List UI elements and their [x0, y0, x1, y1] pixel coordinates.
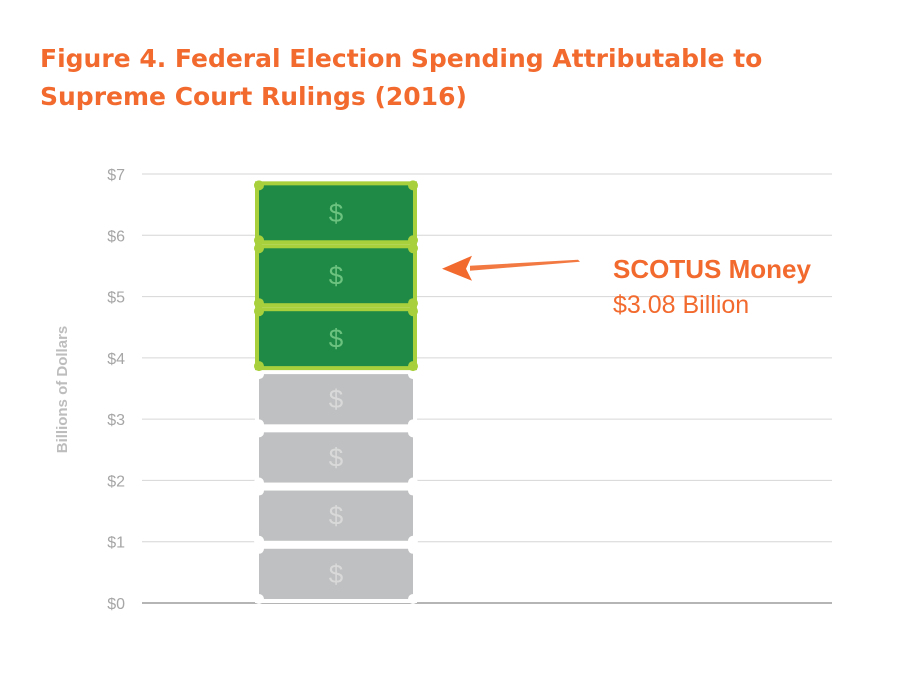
- bill-icon: $: [254, 243, 418, 309]
- y-tick-label: $0: [107, 596, 125, 613]
- y-tick-label: $7: [107, 167, 125, 184]
- annotation-arrow-icon: [442, 255, 580, 281]
- y-tick-label: $2: [107, 473, 125, 490]
- chart-title-line-1: Figure 4. Federal Election Spending Attr…: [40, 44, 763, 73]
- y-tick-label: $3: [107, 412, 125, 429]
- y-tick-label: $6: [107, 228, 125, 245]
- y-tick-label: $5: [107, 290, 125, 307]
- gridlines: [142, 173, 832, 604]
- bill-icon: $: [254, 306, 418, 372]
- bill-dollar-sign: $: [329, 261, 344, 291]
- bill-stack-bar: $ $ $ $ $ $ $: [254, 180, 418, 604]
- bar-segment-scotus-money: $ $ $: [254, 180, 418, 372]
- bill-dollar-sign: $: [329, 324, 344, 354]
- bill-icon: $: [254, 427, 418, 488]
- bar-segment-other: $ $ $ $: [254, 369, 418, 604]
- bill-icon: $: [254, 369, 418, 430]
- y-tick-label: $4: [107, 351, 125, 368]
- bill-icon: $: [254, 543, 418, 604]
- y-tick-label: $1: [107, 535, 125, 552]
- bill-icon: $: [254, 180, 418, 246]
- bill-dollar-sign: $: [329, 559, 344, 589]
- bill-dollar-sign: $: [329, 198, 344, 228]
- bill-dollar-sign: $: [329, 501, 344, 531]
- bill-dollar-sign: $: [329, 384, 344, 414]
- chart-title-line-2: Supreme Court Rulings (2016): [40, 82, 467, 111]
- annotation-title: SCOTUS Money: [613, 254, 811, 284]
- bill-icon: $: [254, 485, 418, 546]
- y-axis-label: Billions of Dollars: [54, 326, 71, 454]
- bill-dollar-sign: $: [329, 442, 344, 472]
- annotation-value: $3.08 Billion: [613, 291, 750, 319]
- y-tick-labels: $0 $1 $2 $3 $4 $5 $6 $7: [107, 167, 125, 613]
- chart-title: Figure 4. Federal Election Spending Attr…: [40, 40, 800, 116]
